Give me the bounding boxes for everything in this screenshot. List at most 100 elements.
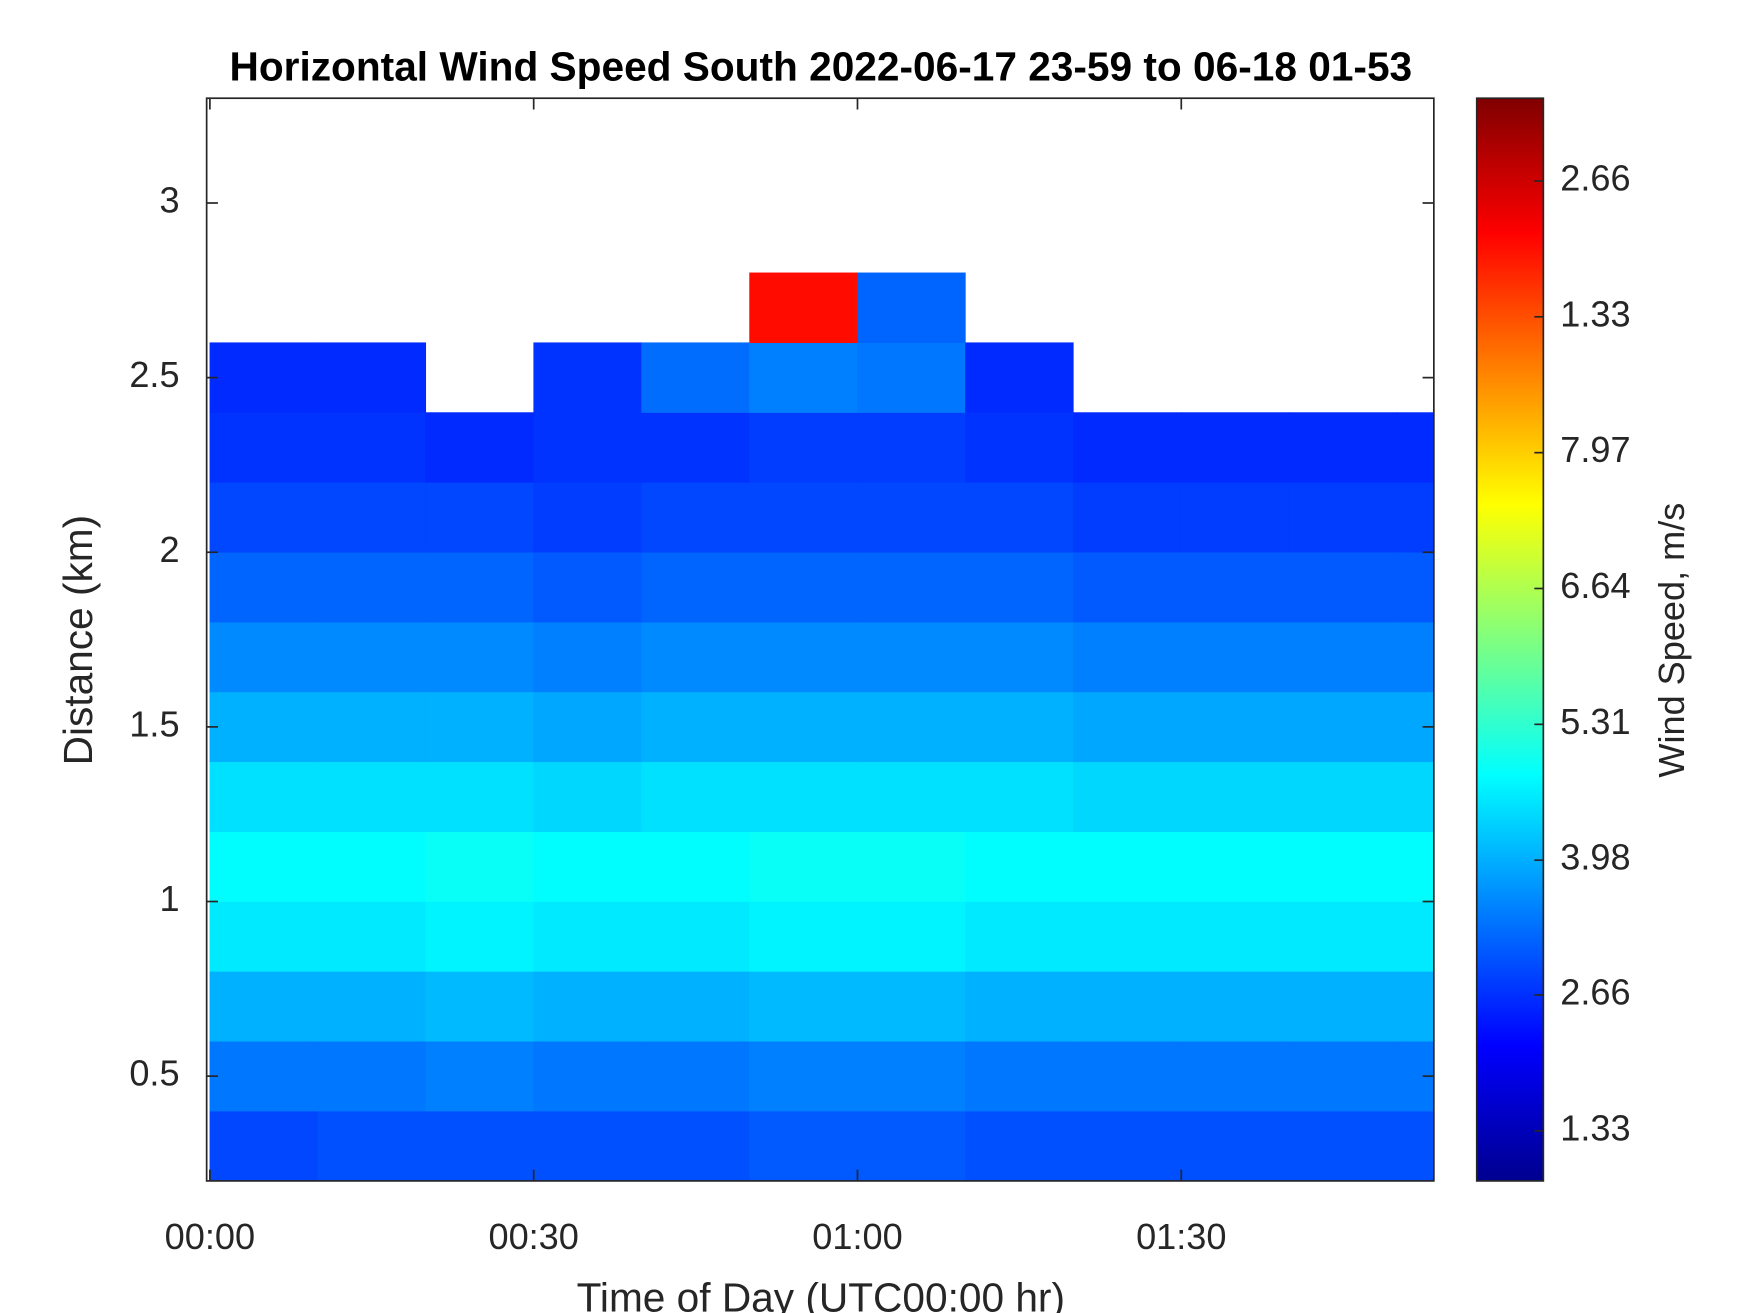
heat-cell [1288,551,1398,623]
chart-title: Horizontal Wind Speed South 2022-06-17 2… [229,44,1412,90]
x-tick-label: 00:00 [165,1216,255,1257]
heat-cell [965,342,1074,413]
heat-cell [209,901,319,972]
heat-cell [209,831,319,902]
heat-cell [209,971,319,1042]
heat-cell [965,621,1074,693]
heat-cell [749,1110,858,1182]
heat-cell [425,831,534,902]
heat-cell [1288,691,1398,763]
colorbar-label: Wind Speed, m/s [1651,503,1692,778]
heat-cell [317,971,427,1042]
heat-cell [749,901,858,972]
heat-cell [317,1110,427,1182]
heat-cell [425,482,534,553]
heat-cell [425,551,534,623]
heat-cell [857,761,966,832]
heat-cell [857,1040,966,1112]
heat-cell [749,342,858,413]
colorbar-tick-label: 3.98 [1560,837,1630,878]
heat-cell [965,1110,1074,1182]
heat-cell [1396,901,1435,972]
heat-cell [1180,831,1290,902]
y-tick-label: 2.5 [129,354,179,395]
heat-cell [749,482,858,553]
heat-cell [533,1110,642,1182]
heat-cell [425,971,534,1042]
heat-cell [317,831,427,902]
heat-cell [749,761,858,832]
heat-cell [641,342,750,413]
heat-cell [1180,621,1290,693]
heat-cell [749,272,858,343]
heat-cell [1396,482,1435,553]
heat-cell [1073,482,1182,553]
heat-cell [965,831,1074,902]
y-tick-label: 2 [159,529,179,570]
heat-cell [857,691,966,763]
heat-cell [1180,901,1290,972]
heat-cell [1396,551,1435,623]
heat-cell [317,761,427,832]
heat-cell [425,1040,534,1112]
heat-cell [1073,691,1182,763]
heat-cell [209,691,319,763]
heat-cell [1288,901,1398,972]
heat-cell [209,342,319,413]
heat-cell [209,412,319,483]
heat-cell [1073,971,1182,1042]
heat-cell [1396,831,1435,902]
colorbar-tick-label: 2.66 [1560,158,1630,199]
heat-cell [965,901,1074,972]
colorbar-tick-label: 1.33 [1560,1107,1630,1148]
heat-cell [749,831,858,902]
heat-cell [641,482,750,553]
colorbar-tick-label: 7.97 [1560,429,1630,470]
y-axis-label: Distance (km) [55,515,101,766]
heat-cell [533,412,642,483]
heat-cell [1180,412,1290,483]
heat-cell [857,412,966,483]
heat-cell [965,551,1074,623]
heat-cell [641,1110,750,1182]
heat-cell [641,761,750,832]
heat-cell [1073,551,1182,623]
heat-cell [317,621,427,693]
heat-cell [857,831,966,902]
heat-cell [533,621,642,693]
heat-cell [1073,621,1182,693]
heat-cell [1180,551,1290,623]
heat-cell [1073,761,1182,832]
heat-cell [533,761,642,832]
heat-cell [1288,412,1398,483]
heat-cell [641,1040,750,1112]
heat-cell [1180,691,1290,763]
colorbar [1475,97,1545,1182]
heat-cell [533,482,642,553]
heat-cell [1396,971,1435,1042]
heat-cell [533,342,642,413]
heat-cell [1288,761,1398,832]
heat-cell [857,551,966,623]
heat-cell [209,1040,319,1112]
heat-cell [1288,831,1398,902]
heat-cell [857,342,966,413]
y-tick-label: 1 [159,878,179,919]
colorbar-tick-label: 5.31 [1560,701,1630,742]
heat-cell [1073,412,1182,483]
heat-cell [317,691,427,763]
heat-cell [317,901,427,972]
heat-cell [965,482,1074,553]
heat-cell [1396,412,1435,483]
heat-cell [209,482,319,553]
colorbar-tick-label: 6.64 [1560,565,1630,606]
heat-cell [1288,1110,1398,1182]
heat-cell [641,621,750,693]
heat-cell [857,272,966,343]
heat-cell [749,1040,858,1112]
heat-cell [317,482,427,553]
y-tick-label: 0.5 [129,1053,179,1094]
colorbar-tick-label: 1.33 [1560,293,1630,334]
heat-cell [425,901,534,972]
heat-cell [209,761,319,832]
